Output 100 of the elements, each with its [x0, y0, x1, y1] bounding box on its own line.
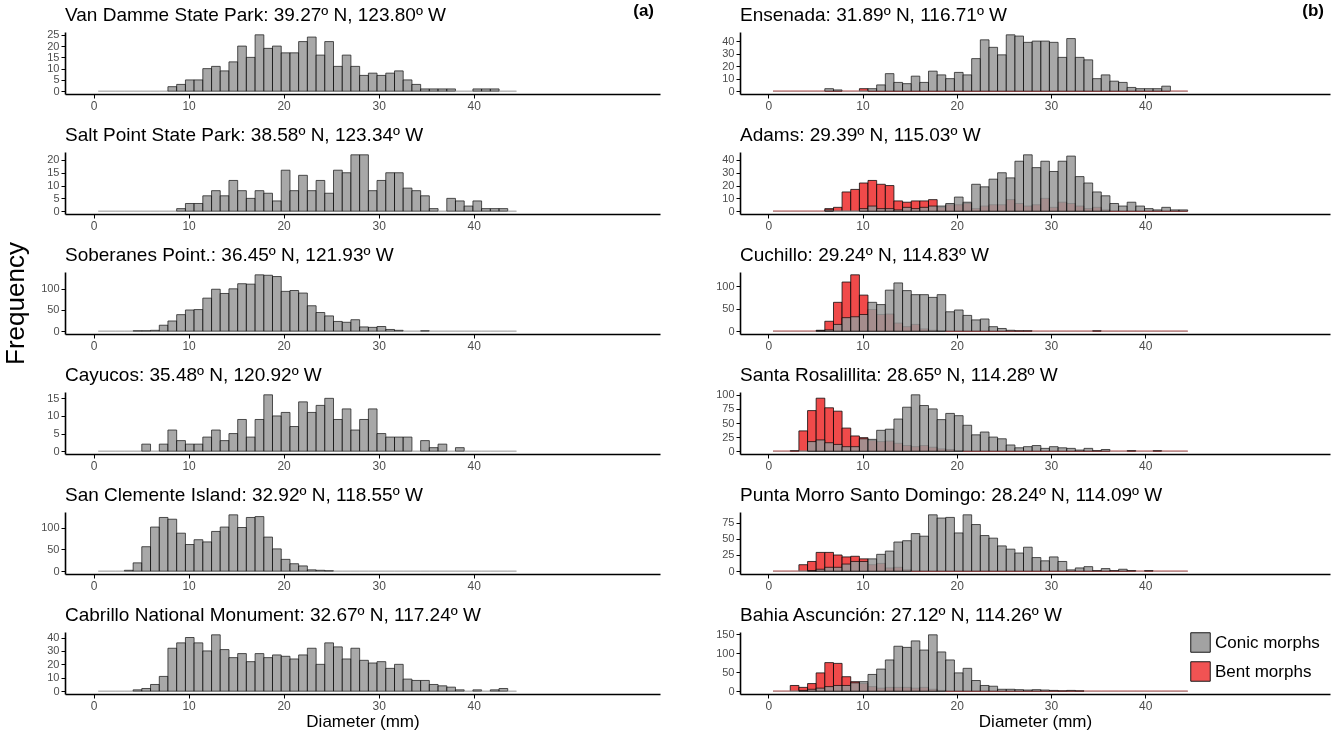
- y-tick-label: 0: [728, 324, 735, 337]
- chart-title: Bahia Ascunción: 27.12º N, 114.26º W: [740, 604, 1063, 625]
- y-tick-label: 25: [47, 28, 60, 41]
- x-tick-label: 30: [372, 578, 387, 593]
- y-tick-label: 0: [53, 684, 60, 697]
- y-tick-label: 10: [47, 671, 60, 684]
- y-tick-label: 100: [716, 646, 735, 659]
- y-tick-label: 40: [722, 153, 735, 166]
- x-tick-label: 10: [182, 578, 197, 593]
- x-tick-label: 0: [765, 338, 773, 353]
- y-axis-title: Frequency: [0, 242, 31, 365]
- x-tick-label: 30: [1044, 698, 1059, 713]
- y-tick-label: 30: [47, 644, 60, 657]
- chart-title: Cayucos: 35.48º N, 120.92º W: [65, 364, 322, 385]
- x-tick-label: 0: [90, 698, 98, 713]
- y-tick-label: 75: [722, 402, 735, 415]
- x-axis-title: Diameter (mm): [306, 711, 420, 731]
- x-tick-label: 40: [467, 98, 482, 113]
- x-tick-label: 0: [90, 578, 98, 593]
- x-tick-label: 10: [182, 218, 197, 233]
- y-tick-label: 50: [47, 303, 60, 316]
- y-tick-label: 100: [716, 279, 735, 292]
- chart-title: Cabrillo National Monument: 32.67º N, 117.24º W: [65, 604, 481, 625]
- y-tick-label: 5: [53, 427, 60, 440]
- x-tick-label: 10: [856, 698, 871, 713]
- x-tick-label: 30: [1044, 218, 1059, 233]
- y-tick-label: 40: [722, 34, 735, 47]
- x-tick-label: 10: [182, 98, 197, 113]
- x-tick-label: 10: [856, 338, 871, 353]
- x-tick-label: 20: [950, 98, 965, 113]
- y-tick-label: 50: [722, 532, 735, 545]
- y-tick-label: 15: [47, 166, 60, 179]
- y-tick-label: 40: [47, 631, 60, 643]
- x-tick-label: 40: [467, 698, 482, 713]
- chart-title: Santa Rosalillita: 28.65º N, 114.28º W: [740, 364, 1058, 385]
- y-tick-label: 30: [722, 166, 735, 179]
- y-tick-label: 75: [722, 516, 735, 529]
- y-tick-label: 10: [47, 62, 60, 75]
- x-tick-label: 20: [950, 578, 965, 593]
- x-tick-label: 40: [467, 338, 482, 353]
- x-tick-label: 0: [765, 98, 773, 113]
- y-tick-label: 20: [47, 657, 60, 670]
- text: (a): [633, 1, 654, 20]
- y-tick-label: 100: [41, 521, 60, 533]
- y-tick-label: 50: [722, 665, 735, 678]
- x-tick-label: 0: [90, 458, 98, 473]
- y-tick-label: 10: [47, 409, 60, 422]
- x-tick-label: 0: [765, 458, 773, 473]
- y-tick-label: 0: [53, 324, 60, 337]
- y-tick-label: 5: [53, 73, 60, 86]
- x-tick-label: 40: [1139, 218, 1153, 233]
- chart-title: Soberanes Point.: 36.45º N, 121.93º W: [65, 244, 394, 265]
- y-tick-label: 10: [722, 72, 735, 85]
- x-tick-label: 40: [1139, 338, 1153, 353]
- x-tick-label: 30: [1044, 98, 1059, 113]
- x-axis-title: Diameter (mm): [978, 711, 1093, 731]
- x-tick-label: 10: [856, 218, 871, 233]
- y-tick-label: 5: [53, 191, 60, 204]
- y-tick-label: 0: [728, 204, 735, 217]
- x-tick-label: 20: [277, 458, 292, 473]
- x-tick-label: 10: [856, 458, 871, 473]
- x-tick-label: 40: [467, 218, 482, 233]
- y-tick-label: 15: [47, 50, 60, 63]
- text: (b): [1302, 1, 1324, 20]
- y-tick-label: 0: [728, 684, 735, 697]
- y-tick-label: 10: [722, 191, 735, 204]
- y-tick-label: 20: [722, 59, 735, 72]
- x-tick-label: 20: [950, 338, 965, 353]
- x-tick-label: 30: [372, 338, 387, 353]
- y-tick-label: 30: [722, 47, 735, 60]
- chart-title: Salt Point State Park: 38.58º N, 123.34º W: [65, 124, 424, 145]
- x-tick-label: 20: [950, 698, 965, 713]
- x-tick-label: 30: [1044, 338, 1059, 353]
- y-tick-label: 10: [47, 179, 60, 192]
- y-tick-label: 0: [53, 444, 60, 457]
- y-tick-label: 0: [53, 204, 60, 217]
- y-tick-label: 0: [53, 84, 60, 97]
- x-tick-label: 40: [1139, 98, 1153, 113]
- x-tick-label: 40: [467, 458, 482, 473]
- chart-title: Adams: 29.39º N, 115.03º W: [740, 124, 981, 145]
- legend-label: Bent morphs: [1215, 661, 1312, 681]
- y-tick-label: 50: [47, 542, 60, 555]
- y-tick-label: 100: [41, 282, 60, 295]
- x-tick-label: 0: [765, 698, 773, 713]
- chart-title: Cuchillo: 29.24º N, 114.83º W: [740, 244, 990, 265]
- y-tick-label: 15: [47, 391, 60, 404]
- x-tick-label: 30: [1044, 578, 1059, 593]
- x-tick-label: 20: [277, 218, 292, 233]
- x-tick-label: 20: [277, 338, 292, 353]
- x-tick-label: 40: [467, 578, 482, 593]
- chart-title: Van Damme State Park: 39.27º N, 123.80º W: [65, 4, 447, 25]
- x-tick-label: 40: [1139, 698, 1153, 713]
- y-tick-label: 25: [722, 548, 735, 561]
- x-tick-label: 30: [372, 458, 387, 473]
- x-tick-label: 0: [765, 578, 773, 593]
- x-tick-label: 10: [182, 458, 197, 473]
- y-tick-label: 20: [47, 39, 60, 52]
- x-tick-label: 20: [950, 218, 965, 233]
- x-tick-label: 0: [90, 218, 98, 233]
- y-tick-label: 0: [728, 564, 735, 577]
